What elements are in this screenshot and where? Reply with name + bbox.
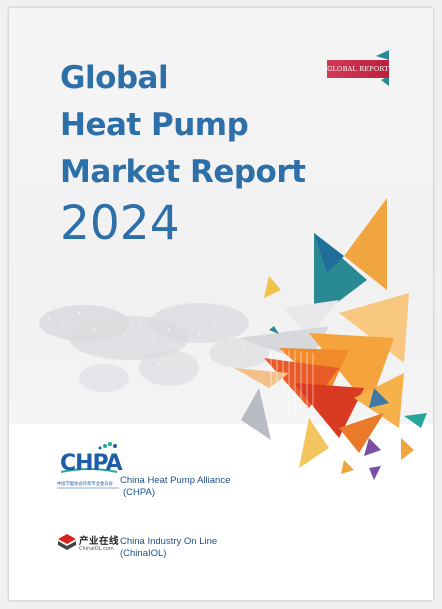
title-line-2: Heat Pump: [60, 107, 249, 143]
title-line-1: Global: [60, 60, 169, 96]
cover-artwork: [9, 50, 433, 600]
stripe-lines: [270, 350, 314, 424]
title-year: 2024: [60, 196, 180, 251]
chinaiol-logo-subtext: ChinaIOL.com: [79, 546, 114, 552]
title-line-3: Market Report: [60, 154, 306, 190]
global-report-badge: GLOBAL REPORT: [327, 60, 389, 78]
chpa-abbr: (CHPA): [123, 487, 156, 498]
chpa-logo-text: CHPA: [60, 451, 123, 476]
badge-accent-bottom: [381, 76, 389, 86]
world-map-graphic: [39, 303, 269, 392]
chpa-logo: [98, 442, 117, 450]
chinaiol-logo-text: 产业在线: [79, 536, 120, 547]
chinaiol-name: China Industry On Line: [120, 536, 218, 547]
triangle-shapes: [234, 198, 427, 480]
chinaiol-logo: [58, 534, 76, 550]
chpa-logo-subtext: 中国节能协会热泵专业委员会: [57, 482, 113, 487]
badge-accent-top: [376, 50, 389, 60]
map-dots: [47, 311, 246, 386]
chinaiol-abbr: (ChinaIOL): [120, 548, 167, 559]
report-cover: GLOBAL REPORT Global Heat Pump Market Re…: [9, 8, 433, 600]
chpa-name: China Heat Pump Alliance: [120, 475, 231, 486]
chpa-logo-underline: [57, 487, 119, 489]
